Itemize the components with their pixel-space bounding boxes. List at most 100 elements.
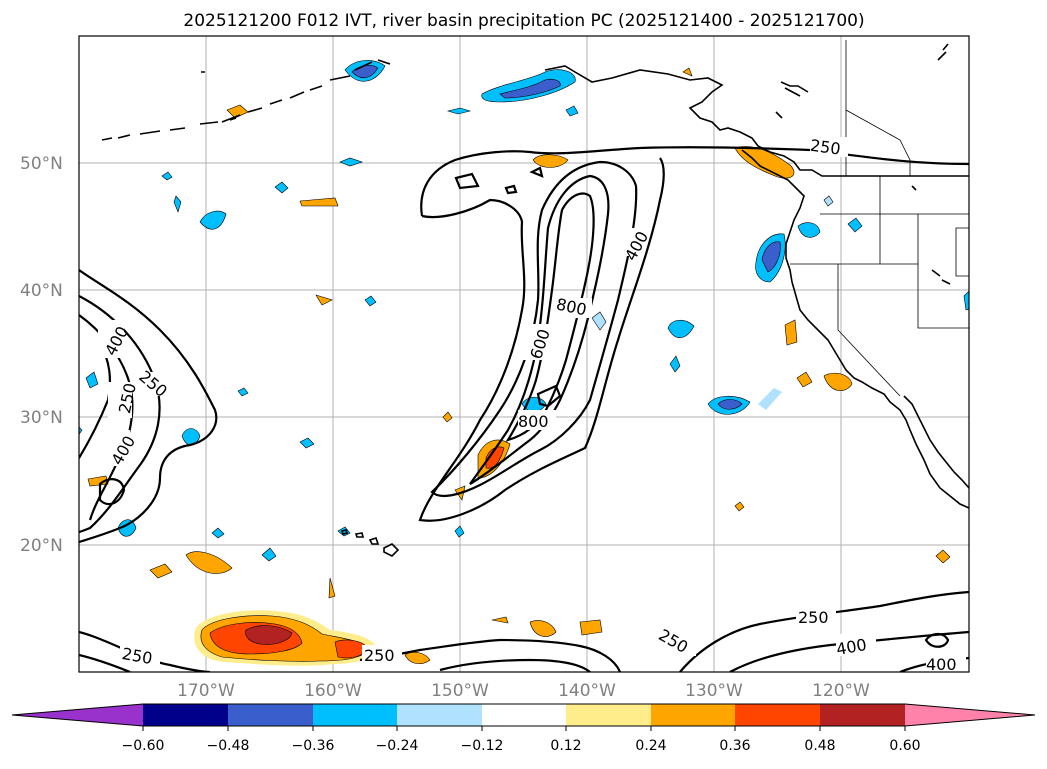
precip-anomaly-south-band-core — [245, 625, 293, 645]
ivt-contour-bottom-left — [79, 630, 211, 672]
longitude-labels: 170°W 160°W 150°W 140°W 130°W 120°W — [177, 681, 870, 701]
colorbar-tick-label: −0.48 — [207, 738, 250, 754]
ivt-contour-west-small — [98, 478, 126, 506]
colorbar-high-extend — [905, 704, 1035, 726]
precip-anomaly — [79, 426, 83, 436]
precip-anomaly — [446, 107, 472, 115]
precip-anomaly — [161, 171, 173, 181]
lon-label: 170°W — [177, 681, 235, 701]
colorbar — [11, 703, 1036, 731]
ivt-contour-250-plume — [418, 157, 665, 522]
precip-anomaly — [532, 154, 569, 168]
colorbar-segment — [482, 704, 566, 726]
precip-anomaly — [796, 371, 813, 388]
precip-anomaly — [499, 78, 561, 99]
precip-anomaly — [181, 428, 201, 446]
colorbar-tick-label: −0.60 — [122, 738, 165, 754]
colorbar-tick-label: 0.60 — [889, 738, 920, 754]
colorbar-tick-label: −0.12 — [461, 738, 504, 754]
precip-anomaly — [117, 519, 137, 537]
colorbar-segment — [397, 704, 482, 726]
ivt-contour-bottom-mid-2 — [439, 658, 591, 672]
precip-anomaly — [935, 549, 951, 564]
precip-anomaly — [85, 371, 99, 389]
colorbar-segment — [313, 704, 397, 726]
precip-anomaly — [823, 195, 834, 207]
precip-anomaly — [454, 525, 465, 538]
latitude-labels: 50°N 40°N 30°N 20°N — [20, 154, 63, 556]
lon-label: 150°W — [431, 681, 489, 701]
ivt-contour-bottom-left-2 — [79, 653, 131, 672]
ivt-contour-small — [529, 166, 544, 178]
precip-anomaly — [761, 241, 781, 273]
contour-label: 800 — [518, 412, 549, 431]
precip-anomaly — [667, 319, 695, 338]
precip-anomaly — [823, 372, 853, 391]
colorbar-segment — [820, 704, 905, 726]
precip-fills — [79, 60, 969, 666]
map-title: 2025121200 F012 IVT, river basin precipi… — [183, 11, 864, 31]
contour-label: 250 — [798, 608, 829, 627]
coastline-alaska — [544, 65, 969, 177]
ivt-contour-west-250 — [79, 295, 161, 534]
ivt-contour-west-outer — [79, 269, 218, 544]
coastline-aleutians — [101, 59, 391, 141]
precip-anomaly — [847, 217, 863, 233]
precip-anomaly — [784, 319, 798, 346]
colorbar-tick-label: 0.36 — [719, 738, 750, 754]
precip-anomaly — [274, 181, 289, 194]
colorbar-segment — [566, 704, 651, 726]
precip-anomaly — [328, 577, 336, 599]
precip-anomaly — [87, 475, 109, 487]
precip-anomaly — [758, 388, 782, 410]
coastline-islands — [201, 43, 951, 285]
colorbar-ticks: −0.60 −0.48 −0.36 −0.24 −0.12 0.12 0.24 … — [122, 738, 921, 754]
precip-anomaly — [485, 446, 505, 469]
ivt-contour-bottom-mid — [359, 638, 622, 672]
colorbar-segment — [651, 704, 735, 726]
lon-label: 160°W — [304, 681, 362, 701]
colorbar-segment — [735, 704, 820, 726]
precip-anomaly — [591, 311, 607, 331]
colorbar-tick-label: −0.24 — [376, 738, 419, 754]
lat-label: 40°N — [20, 281, 63, 301]
map-frame — [78, 35, 970, 673]
ivt-contour-small — [504, 184, 518, 195]
lat-label: 20°N — [20, 536, 63, 556]
precip-anomaly — [579, 619, 603, 636]
precip-anomaly — [315, 294, 333, 306]
colorbar-tick-label: 0.12 — [550, 738, 581, 754]
ivt-contour-small — [454, 172, 480, 190]
lon-label: 130°W — [685, 681, 743, 701]
precip-anomaly — [797, 222, 821, 238]
precip-anomaly — [299, 197, 339, 207]
precip-anomaly — [682, 67, 693, 77]
precip-anomaly — [717, 399, 743, 410]
contour-label: 250 — [809, 136, 842, 159]
coastline-hawaii — [340, 529, 400, 557]
contour-label: 400 — [926, 655, 957, 674]
colorbar-segment — [228, 704, 313, 726]
colorbar-tick-label: 0.24 — [635, 738, 666, 754]
colorbar-tick-label: −0.36 — [292, 738, 335, 754]
coastline-baja — [903, 395, 969, 489]
ivt-contour-west-inner — [79, 344, 111, 459]
precip-anomaly — [565, 105, 579, 117]
precip-anomaly — [529, 620, 557, 637]
precip-anomaly — [491, 616, 509, 624]
lat-label: 50°N — [20, 154, 63, 174]
precip-anomaly — [199, 210, 227, 230]
ivt-contour-bottom-small — [924, 632, 950, 648]
precip-anomaly — [299, 437, 315, 449]
lon-label: 140°W — [558, 681, 616, 701]
coastline-bc — [741, 149, 805, 283]
precip-anomaly — [339, 157, 363, 167]
coastlines — [101, 43, 969, 557]
ivt-contour-small — [536, 384, 562, 408]
precip-anomaly — [364, 295, 377, 307]
precip-anomaly — [237, 387, 249, 397]
precip-anomaly — [149, 563, 173, 579]
lat-label: 30°N — [20, 408, 63, 428]
colorbar-tick-label: 0.48 — [804, 738, 835, 754]
precip-anomaly — [963, 290, 969, 311]
